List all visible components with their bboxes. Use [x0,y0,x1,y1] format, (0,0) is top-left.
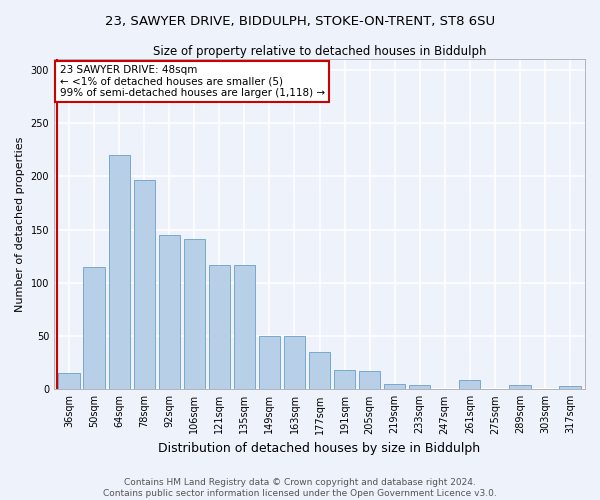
Bar [134,180,155,390]
Text: Contains HM Land Registry data © Crown copyright and database right 2024.
Contai: Contains HM Land Registry data © Crown c… [103,478,497,498]
X-axis label: Distribution of detached houses by size in Biddulph: Distribution of detached houses by size … [158,442,481,455]
Text: 23 SAWYER DRIVE: 48sqm
← <1% of detached houses are smaller (5)
99% of semi-deta: 23 SAWYER DRIVE: 48sqm ← <1% of detached… [59,64,325,98]
Bar [334,370,355,390]
Bar [58,374,80,390]
Text: 23, SAWYER DRIVE, BIDDULPH, STOKE-ON-TRENT, ST8 6SU: 23, SAWYER DRIVE, BIDDULPH, STOKE-ON-TRE… [105,15,495,28]
Bar [309,352,330,390]
Bar [459,380,481,390]
Bar [259,336,280,390]
Bar [83,267,105,390]
Bar [559,386,581,390]
Y-axis label: Number of detached properties: Number of detached properties [15,136,25,312]
Bar [234,264,255,390]
Bar [409,385,430,390]
Bar [509,385,530,390]
Bar [158,235,180,390]
Bar [284,336,305,390]
Bar [359,371,380,390]
Bar [209,264,230,390]
Bar [184,239,205,390]
Bar [384,384,406,390]
Bar [109,155,130,390]
Title: Size of property relative to detached houses in Biddulph: Size of property relative to detached ho… [153,45,486,58]
